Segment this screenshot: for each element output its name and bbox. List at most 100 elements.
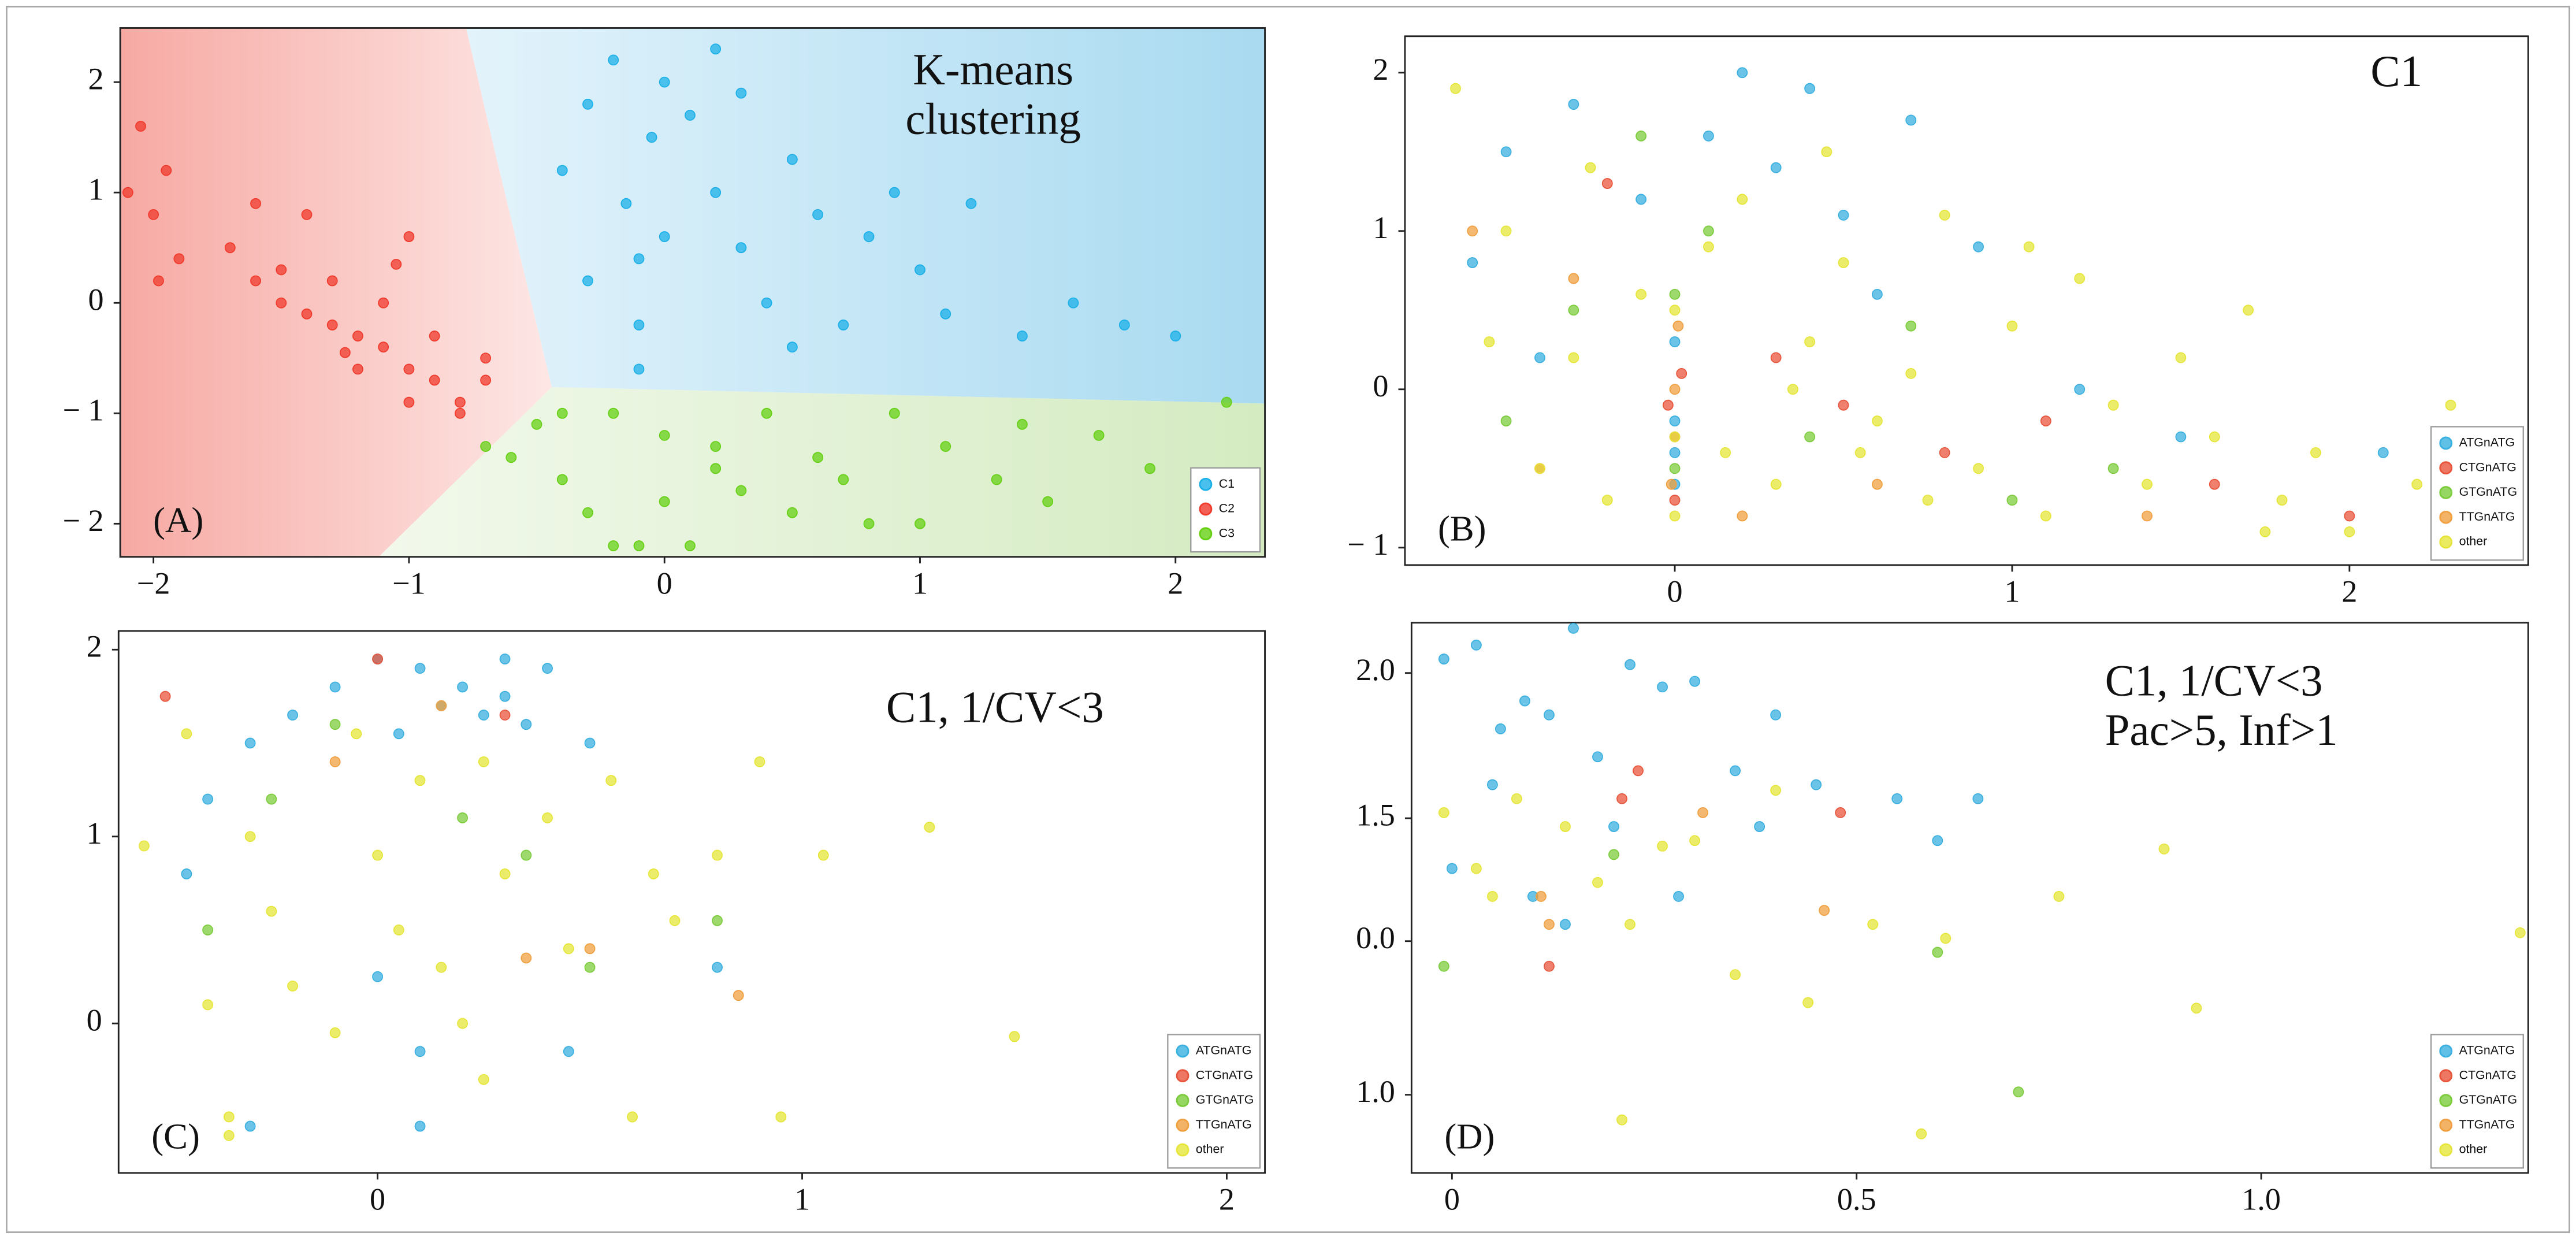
point [250, 198, 261, 209]
point [414, 663, 426, 674]
x-tick-label: −2 [137, 566, 170, 600]
point [915, 518, 925, 529]
point [181, 868, 192, 879]
point [1871, 288, 1883, 300]
point [863, 231, 875, 242]
point [1450, 83, 1461, 94]
point [1905, 114, 1917, 126]
legend-swatch [2439, 1118, 2453, 1132]
point [1633, 765, 1644, 777]
point [556, 407, 568, 419]
point [1017, 418, 1028, 430]
point [1703, 225, 1714, 237]
point [1601, 495, 1613, 506]
point [582, 507, 593, 518]
legend-swatch [2439, 535, 2453, 549]
point [2310, 447, 2321, 458]
point [1669, 305, 1681, 316]
point [393, 728, 404, 740]
point [1470, 863, 1482, 874]
x-tick-label: 1 [912, 566, 928, 600]
point [414, 1046, 426, 1057]
point [161, 165, 172, 176]
point [457, 1018, 468, 1029]
point [393, 925, 404, 935]
x-tick-label: 2 [2341, 574, 2357, 609]
point [775, 1111, 787, 1123]
point [2006, 495, 2018, 506]
y-tick-label: 0 [88, 283, 104, 317]
point [786, 341, 798, 353]
point [1635, 194, 1647, 205]
point [2411, 478, 2423, 490]
point [1770, 709, 1782, 721]
panel: 0 1 2 2 1 0 − 1 C1 (B) ATGnATG CTGnATG GTGnATG TTGnA… [1347, 35, 2529, 609]
point [138, 840, 150, 852]
point [1697, 807, 1708, 818]
point [1635, 130, 1647, 142]
point [148, 209, 159, 220]
region-c2 [120, 28, 552, 557]
panel-title: C1 [2370, 46, 2422, 96]
point [542, 812, 553, 823]
point [454, 407, 466, 419]
point [2377, 447, 2389, 458]
point [1568, 99, 1579, 110]
point [2445, 399, 2456, 411]
point [499, 710, 511, 721]
point [915, 264, 925, 276]
point [1536, 890, 1547, 902]
point [646, 132, 657, 143]
point [1804, 336, 1816, 347]
legend-label: ATGnATG [2459, 1044, 2515, 1057]
point [1500, 415, 1512, 426]
decision-regions [120, 28, 1265, 557]
legend-label: C2 [1219, 502, 1235, 515]
panel-title: C1, 1/CV<3 [886, 682, 1104, 732]
point [1009, 1031, 1020, 1042]
point [1939, 209, 1950, 221]
point [2074, 384, 2086, 395]
legend-swatch [1199, 477, 1213, 491]
point [1511, 793, 1522, 804]
point [1534, 352, 1545, 363]
point [1669, 415, 1681, 426]
point [563, 943, 574, 955]
point [786, 507, 798, 518]
point [659, 76, 670, 88]
point [685, 540, 696, 551]
point [1534, 463, 1545, 474]
point [1819, 905, 1830, 916]
y-tick-label: 2 [87, 629, 102, 664]
legend-label: CTGnATG [1196, 1068, 1253, 1082]
legend-label: C1 [1219, 477, 1235, 491]
point [733, 990, 744, 1001]
point [2142, 478, 2153, 490]
point [889, 407, 900, 419]
point [1932, 835, 1943, 847]
point [1118, 320, 1130, 331]
y-tick-label: − 2 [62, 503, 103, 538]
legend: ATGnATG CTGnATG GTGnATG TTGnATG other [2430, 426, 2524, 561]
point [2209, 431, 2220, 443]
point [605, 775, 617, 786]
point [1170, 331, 1181, 341]
x-tick-label: 1.0 [2242, 1182, 2281, 1217]
legend-swatch [1176, 1118, 1190, 1132]
point [1608, 821, 1619, 832]
point [1770, 785, 1782, 796]
point [735, 87, 747, 99]
point [1905, 367, 1917, 379]
point [1616, 1114, 1627, 1126]
point [633, 320, 645, 331]
point [478, 710, 489, 721]
point [712, 915, 723, 926]
legend-label: ATGnATG [1196, 1044, 1252, 1057]
point [1770, 352, 1782, 363]
point [478, 756, 489, 767]
point [761, 407, 772, 419]
point [2040, 510, 2051, 522]
point [429, 331, 440, 341]
point [2013, 1086, 2024, 1098]
